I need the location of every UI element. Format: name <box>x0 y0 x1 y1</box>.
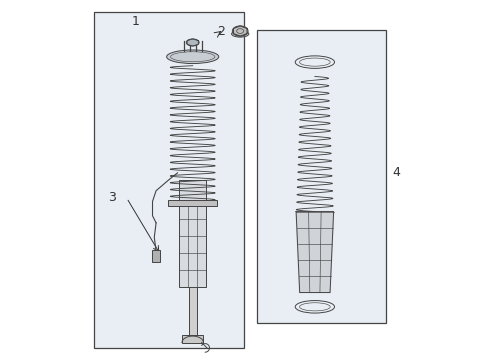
Bar <box>151 249 160 262</box>
Bar <box>257 30 385 323</box>
Polygon shape <box>296 212 333 293</box>
Text: 2: 2 <box>217 25 224 38</box>
Ellipse shape <box>231 31 248 37</box>
Text: 4: 4 <box>392 166 400 179</box>
Text: 1: 1 <box>131 14 139 27</box>
Ellipse shape <box>186 39 199 46</box>
Ellipse shape <box>166 50 218 64</box>
Bar <box>188 287 196 339</box>
Bar <box>182 336 203 342</box>
Text: 3: 3 <box>108 192 116 204</box>
Bar <box>179 180 205 287</box>
Ellipse shape <box>232 26 247 36</box>
Bar <box>168 201 217 206</box>
Bar <box>94 12 244 348</box>
